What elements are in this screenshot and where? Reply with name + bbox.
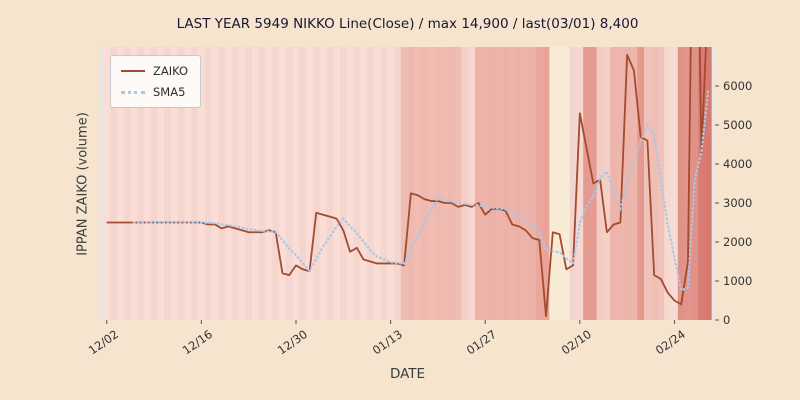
day-stripe	[265, 47, 273, 320]
day-stripe	[454, 47, 462, 320]
day-stripe	[211, 47, 219, 320]
day-stripe	[366, 47, 375, 320]
background-band	[644, 47, 665, 320]
day-stripe	[123, 47, 131, 320]
day-stripe	[170, 47, 179, 320]
background-band	[475, 47, 536, 320]
day-stripe	[603, 47, 611, 320]
zaiko-line-sample	[121, 70, 145, 72]
day-stripe	[204, 47, 212, 320]
day-stripe	[279, 47, 287, 320]
day-stripe	[258, 47, 266, 320]
day-stripe	[312, 47, 320, 320]
y-tick-label: 2000	[723, 235, 753, 249]
day-stripe	[373, 47, 381, 320]
day-stripe	[110, 47, 118, 320]
day-stripe	[427, 47, 435, 320]
chart-title: LAST YEAR 5949 NIKKO Line(Close) / max 1…	[176, 16, 639, 32]
day-stripe	[319, 47, 327, 320]
day-stripe	[245, 47, 253, 320]
y-tick-label: 4000	[723, 157, 753, 171]
zaiko-line	[106, 47, 707, 318]
day-stripe	[448, 47, 456, 320]
day-stripe	[461, 47, 469, 320]
legend-label-zaiko: ZAIKO	[153, 64, 189, 78]
day-stripe	[414, 47, 422, 320]
day-stripe	[326, 47, 334, 320]
day-stripe	[184, 47, 192, 320]
background-band	[677, 47, 699, 320]
day-stripe	[137, 47, 145, 320]
day-stripe	[252, 47, 260, 320]
background-band	[549, 47, 570, 320]
background-band	[664, 47, 678, 320]
day-stripe	[421, 47, 429, 320]
day-stripe	[191, 47, 199, 320]
day-stripe	[130, 47, 138, 320]
sma5-line-sample	[121, 90, 145, 94]
background-band	[400, 47, 462, 320]
background-band	[610, 47, 638, 320]
legend-item-sma5: SMA5	[121, 85, 188, 99]
background-band	[461, 47, 476, 320]
day-stripe	[360, 47, 368, 320]
day-stripe	[157, 47, 165, 320]
day-stripe	[353, 47, 361, 320]
day-stripe	[218, 47, 226, 320]
day-stripe	[143, 47, 151, 320]
day-stripe	[197, 47, 206, 320]
x-axis-label: DATE	[389, 366, 426, 382]
legend-item-zaiko: ZAIKO	[121, 64, 188, 78]
y-tick-label: 5000	[723, 118, 753, 132]
day-stripe	[103, 47, 111, 320]
day-stripe	[285, 47, 293, 320]
day-stripe	[407, 47, 415, 320]
day-stripe	[306, 47, 314, 320]
day-stripe	[380, 47, 388, 320]
background-band	[637, 47, 645, 320]
legend-label-sma5: SMA5	[153, 85, 186, 99]
background-band	[596, 47, 611, 320]
y-tick-label: 6000	[723, 79, 753, 93]
day-stripe	[150, 47, 158, 320]
sma5-line	[132, 88, 710, 292]
day-stripe	[272, 47, 280, 320]
day-stripe	[238, 47, 246, 320]
day-stripe	[339, 47, 347, 320]
background-band	[583, 47, 597, 320]
day-stripe	[468, 47, 476, 320]
day-stripe	[441, 47, 449, 320]
day-stripe	[400, 47, 408, 320]
y-tick-label: 3000	[723, 196, 753, 210]
background-band	[535, 47, 550, 320]
y-tick-label: 1000	[723, 274, 753, 288]
day-stripe	[299, 47, 307, 320]
day-stripe	[177, 47, 185, 320]
legend: ZAIKO SMA5	[110, 55, 202, 108]
day-stripe	[387, 47, 395, 320]
day-stripe	[164, 47, 172, 320]
day-stripe	[434, 47, 442, 320]
y-tick-label: 0	[723, 313, 731, 327]
day-stripe	[292, 47, 300, 320]
day-stripe	[393, 47, 402, 320]
day-stripe	[346, 47, 354, 320]
day-stripe	[231, 47, 239, 320]
day-stripe	[225, 47, 233, 320]
day-stripe	[116, 47, 124, 320]
day-stripe	[333, 47, 341, 320]
